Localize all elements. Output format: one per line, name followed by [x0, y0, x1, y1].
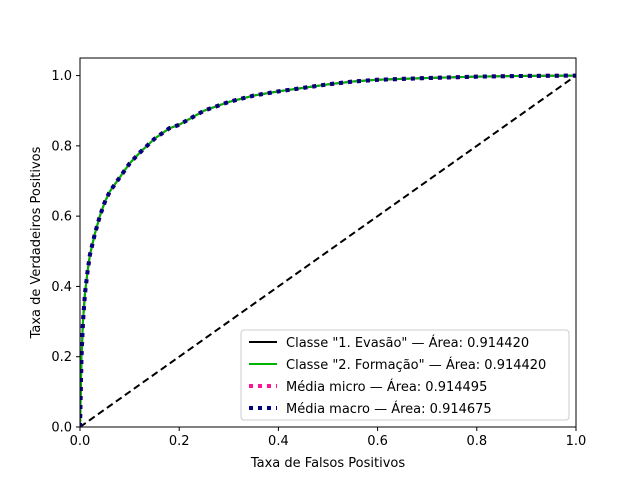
x-tick-label: 0.4: [268, 434, 289, 449]
legend-box: [240, 329, 570, 421]
x-tick-label: 0.8: [466, 434, 487, 449]
legend: Classe "1. Evasão" — Área: 0.914420 Class…: [240, 329, 570, 421]
x-tick-label: 0.0: [70, 434, 91, 449]
plot-frame: [79, 57, 577, 428]
x-tick-label: 0.2: [169, 434, 190, 449]
y-tick-label: 0.2: [51, 350, 72, 365]
y-tick-label: 0.8: [51, 139, 72, 154]
x-tick-label: 0.6: [367, 434, 388, 449]
chance-diagonal-line: [80, 74, 576, 427]
y-tick-label: 0.4: [51, 280, 72, 295]
y-axis-ticks: 0.0 0.2 0.4 0.6 0.8 1.0: [51, 69, 80, 436]
plot-lines: [80, 73, 576, 427]
x-axis-label: Taxa de Falsos Positivos: [250, 456, 405, 471]
series-line-4: [80, 73, 576, 427]
y-tick-label: 1.0: [51, 69, 72, 84]
x-axis-ticks: 0.0 0.2 0.4 0.6 0.8 1.0: [70, 427, 587, 449]
legend-label-2: Classe "2. Formação" — Área: 0.914420: [286, 357, 546, 373]
legend-label-4: Média macro — Área: 0.914675: [286, 401, 492, 417]
legend-label-1: Classe "1. Evasão" — Área: 0.914420: [286, 335, 529, 351]
legend-label-3: Média micro — Área: 0.914495: [286, 379, 487, 395]
y-axis-label: Taxa de Verdadeiros Positivos: [29, 146, 44, 339]
y-tick-label: 0.6: [51, 210, 72, 225]
y-tick-label: 0.0: [51, 421, 72, 436]
x-tick-label: 1.0: [566, 434, 587, 449]
